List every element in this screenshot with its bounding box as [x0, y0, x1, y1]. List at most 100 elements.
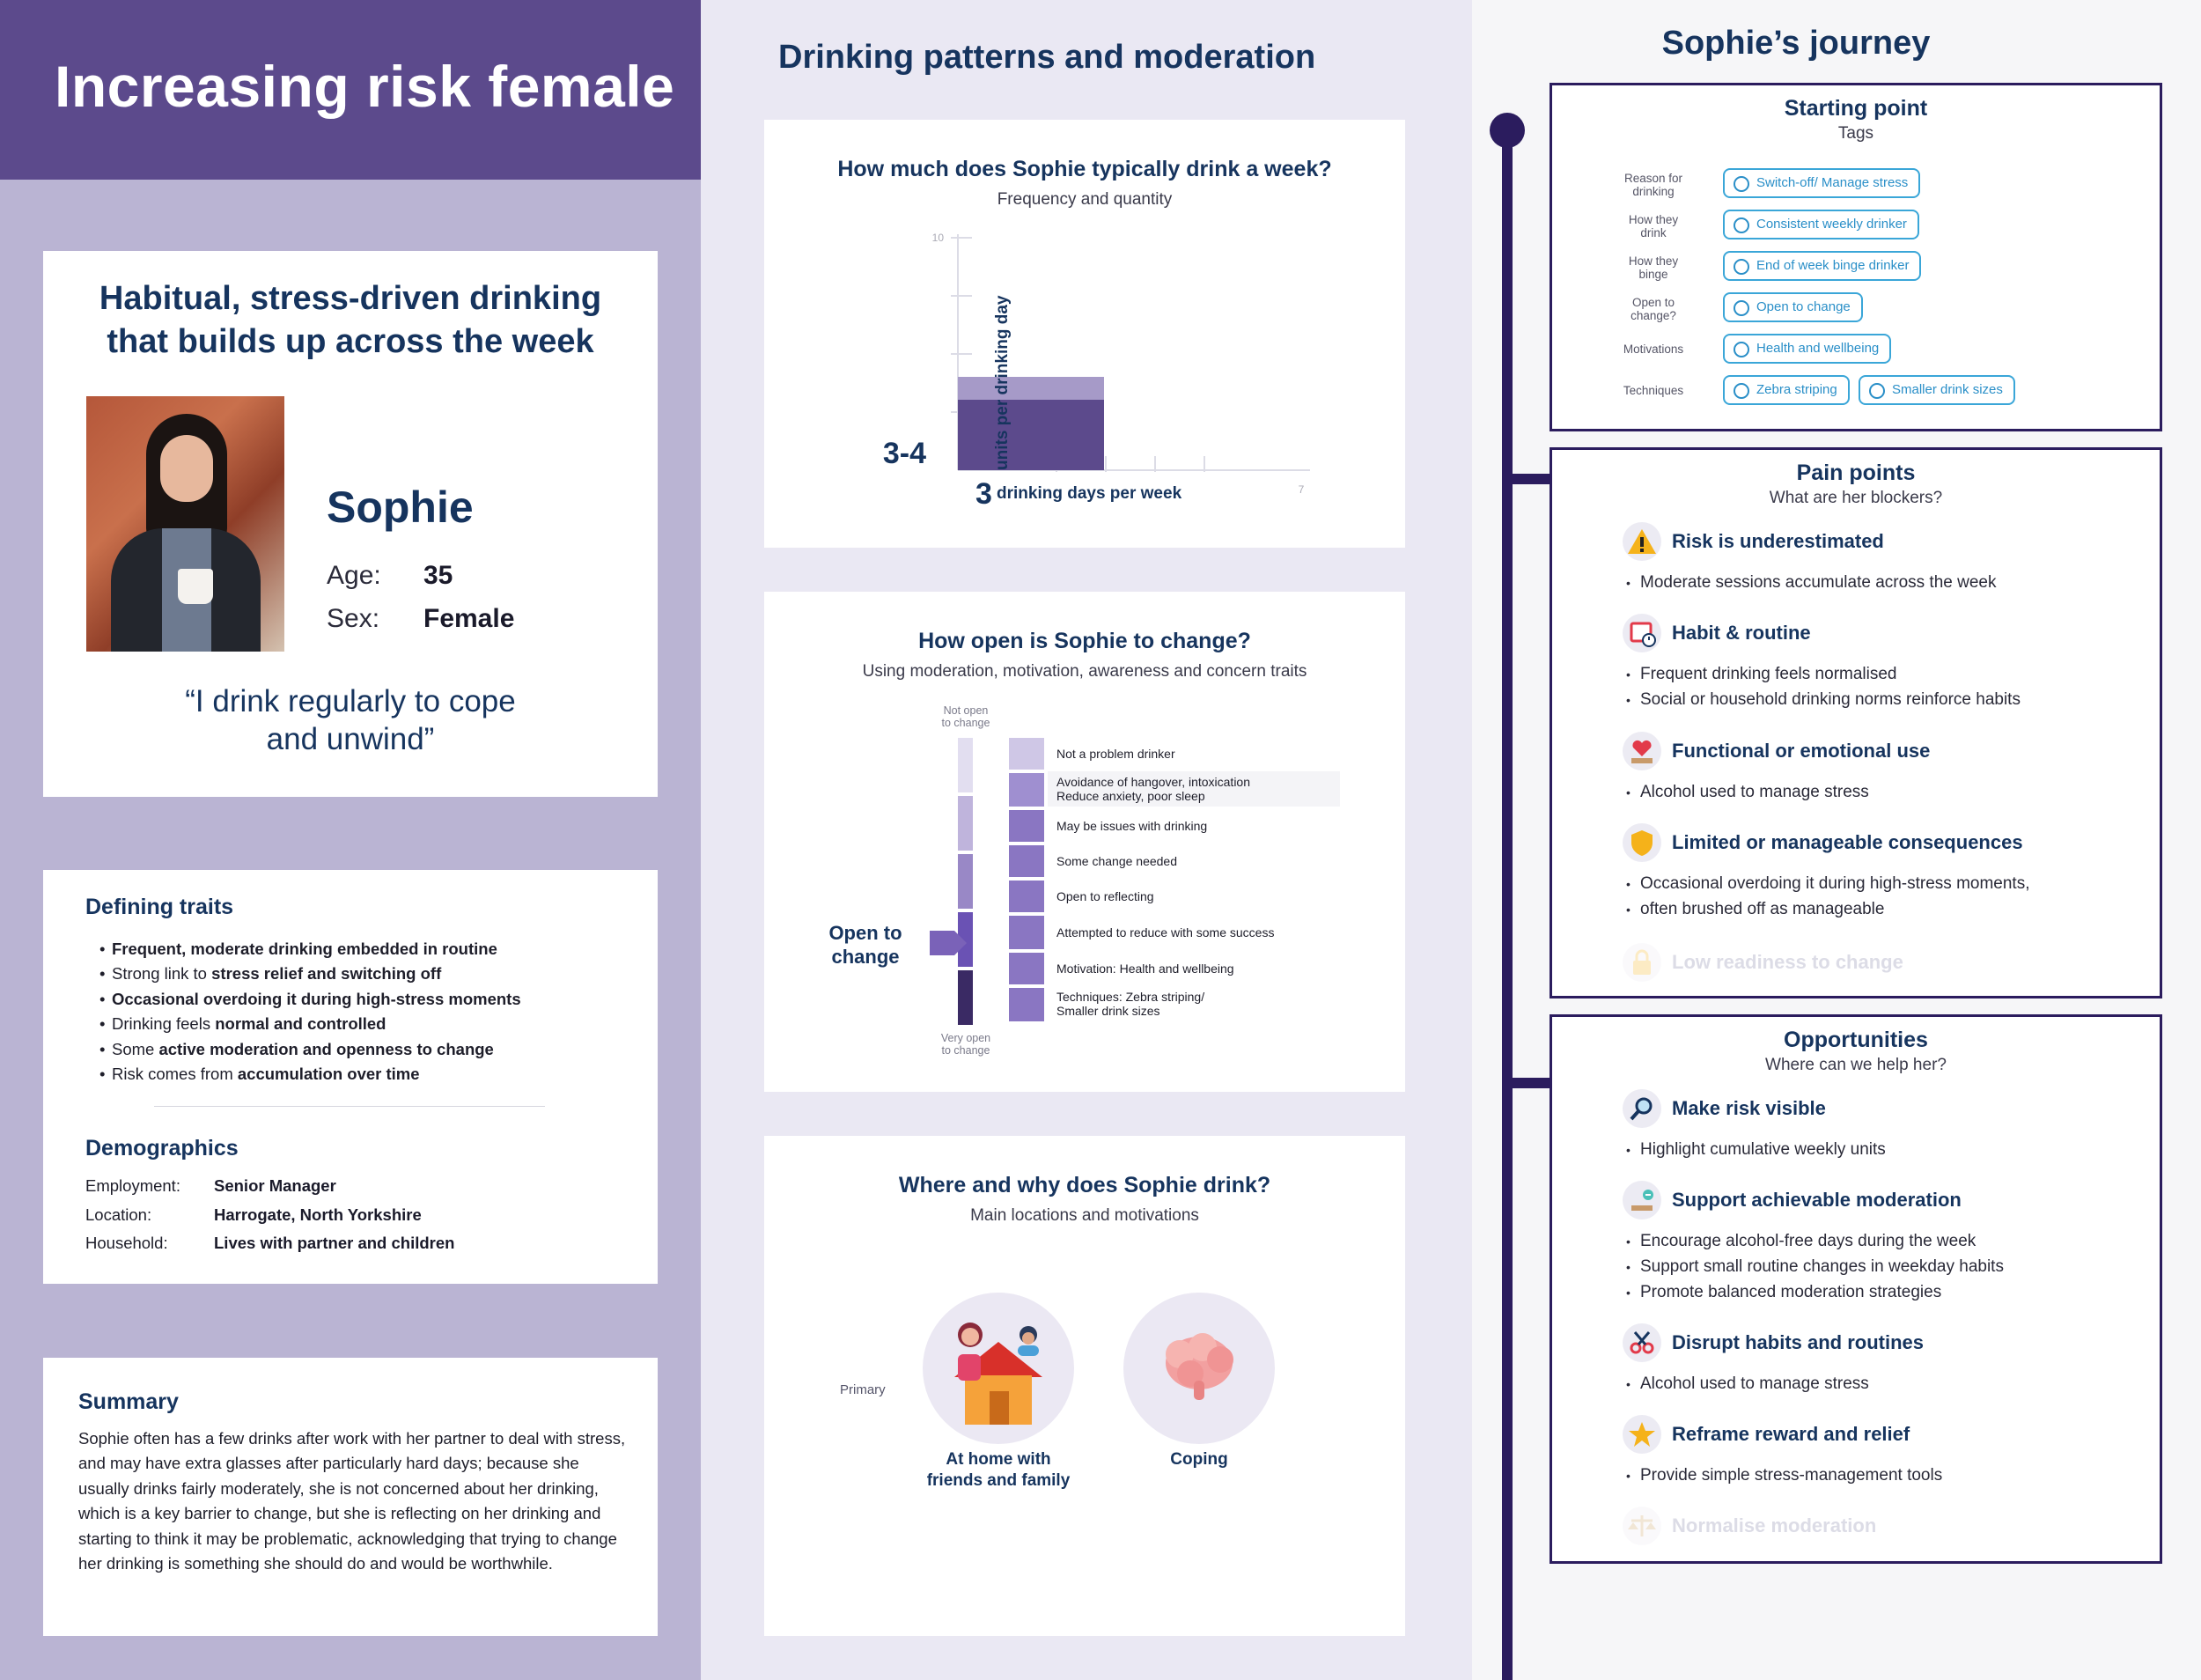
tag-pill: End of week binge drinker	[1723, 251, 1922, 281]
openness-title: How open is Sophie to change?	[918, 629, 1251, 653]
journey-column: Sophie’s journey Starting point Tags Rea…	[1472, 0, 2201, 1680]
demographic-label: Household:	[85, 1234, 168, 1252]
trait-item: Occasional overdoing it during high-stre…	[99, 990, 521, 1009]
level-label: Attempted to reduce with some success	[1056, 925, 1275, 939]
traits-title: Defining traits	[85, 895, 234, 919]
days-label: drinking days per week	[997, 484, 1182, 503]
pain-points-subtitle: What are her blockers?	[1769, 489, 1943, 507]
frequency-title: How much does Sophie typically drink a w…	[837, 157, 1332, 181]
opportunity-bullet: Promote balanced moderation strategies	[1626, 1280, 1941, 1306]
trait-item: Risk comes from accumulation over time	[99, 1065, 420, 1084]
scale-bottom-label: Very open to change	[940, 1032, 991, 1057]
home-family-icon	[954, 1323, 1042, 1425]
units-value: 3-4	[883, 437, 926, 470]
opportunities-subtitle: Where can we help her?	[1765, 1056, 1947, 1074]
demographic-value: Senior Manager	[214, 1176, 336, 1195]
opportunity-bullet: Provide simple stress-management tools	[1626, 1463, 1942, 1489]
level-label: Avoidance of hangover, intoxication Reduc…	[1056, 775, 1251, 803]
summary-title: Summary	[78, 1389, 179, 1414]
level-label: Motivation: Health and wellbeing	[1056, 962, 1234, 976]
pain-point-heading: Habit & routine	[1672, 622, 1811, 644]
primary-label: Primary	[840, 1382, 886, 1397]
scale-segment	[958, 912, 973, 967]
openness-marker-arrow	[930, 931, 967, 955]
pain-point-bullet: Alcohol used to manage stress	[1626, 780, 1869, 806]
heart-glass-icon	[1623, 732, 1661, 770]
warning-icon	[1623, 522, 1661, 561]
pain-point-heading: Functional or emotional use	[1672, 740, 1931, 762]
tag-pill: Smaller drink sizes	[1859, 375, 2015, 405]
level-highlight	[1048, 771, 1340, 807]
level-box	[1009, 881, 1044, 912]
level-box	[1009, 738, 1044, 770]
coping-motivation-label: Coping	[1170, 1450, 1228, 1469]
divider	[154, 1106, 545, 1107]
middle-title: Drinking patterns and moderation	[778, 39, 1316, 76]
scissors-icon	[1623, 1323, 1661, 1362]
summary-text: Sophie often has a few drinks after work…	[78, 1429, 626, 1573]
age-label: Age:	[327, 561, 381, 590]
home-location-label: At home with friends and family	[926, 1450, 1071, 1490]
y-axis-label: units per drinking day	[993, 295, 1012, 470]
tag-row-label: Motivations	[1623, 343, 1684, 356]
scale-segment	[958, 970, 973, 1025]
profile-card: Habitual, stress-driven drinking that bu…	[43, 251, 658, 797]
opportunities-title: Opportunities	[1784, 1028, 1928, 1052]
scale-segment	[958, 796, 973, 851]
profile-title-line: that builds up across the week	[107, 323, 594, 360]
frequency-subtitle: Frequency and quantity	[997, 190, 1173, 209]
frequency-card: How much does Sophie typically drink a w…	[764, 120, 1405, 548]
x-max-tick-label: 7	[1299, 483, 1305, 496]
where-card: Where and why does Sophie drink? Main lo…	[764, 1136, 1405, 1636]
demographics-title: Demographics	[85, 1136, 239, 1161]
tag-pill: Switch-off/ Manage stress	[1723, 168, 1921, 198]
tag-row-label: How they drink	[1628, 213, 1679, 239]
timeline-start-dot	[1490, 113, 1525, 148]
persona-header: Increasing risk female	[0, 0, 701, 180]
drinking-patterns-column: Drinking patterns and moderation How muc…	[701, 0, 1472, 1680]
trait-item: Some active moderation and openness to c…	[99, 1040, 494, 1059]
summary-card: Summary Sophie often has a few drinks af…	[43, 1358, 658, 1636]
journey-timeline	[1502, 130, 1513, 1680]
calendar-clock-icon	[1623, 614, 1661, 652]
tag-pill: Zebra striping	[1723, 375, 1850, 405]
tag-row-label: How they binge	[1628, 254, 1679, 281]
level-label: Techniques: Zebra striping/Smaller drink…	[1056, 990, 1205, 1018]
star-icon	[1623, 1415, 1661, 1454]
profile-title: Habitual, stress-driven drinking that bu…	[43, 277, 658, 364]
level-box	[1009, 988, 1044, 1021]
persona-header-title: Increasing risk female	[55, 54, 675, 119]
tag-pill: Consistent weekly drinker	[1723, 210, 1919, 239]
starting-point-box: Starting point Tags Reason for drinking S…	[1550, 83, 2162, 431]
tag-row-label: Techniques	[1623, 384, 1684, 397]
openness-marker-label: Open to change	[828, 922, 902, 968]
opportunity-bullet: Encourage alcohol-free days during the w…	[1626, 1229, 1976, 1255]
pain-point-bullet-continued: often brushed off as manageable	[1626, 897, 1884, 923]
demographic-label: Location:	[85, 1205, 152, 1224]
magnifier-icon	[1623, 1089, 1661, 1128]
level-box	[1009, 845, 1044, 877]
pain-point-bullet: Moderate sessions accumulate across the …	[1626, 571, 1997, 596]
pain-point-bullet: Frequent drinking feels normalised	[1626, 662, 1896, 688]
where-subtitle: Main locations and motivations	[970, 1206, 1199, 1225]
pain-points-box: Pain points What are her blockers? Risk …	[1550, 447, 2162, 998]
demographic-value: Lives with partner and children	[214, 1234, 455, 1252]
level-box	[1009, 810, 1044, 842]
trait-item: Strong link to stress relief and switchi…	[99, 964, 441, 984]
level-label: May be issues with drinking	[1056, 819, 1208, 833]
opportunity-heading: Make risk visible	[1672, 1097, 1826, 1119]
timeline-connector	[1507, 474, 1558, 484]
shield-icon	[1623, 823, 1661, 862]
units-base-bar	[958, 400, 1104, 470]
pain-point-bullet: Social or household drinking norms reinf…	[1626, 688, 2021, 713]
timeline-connector	[1507, 1078, 1558, 1088]
lock-icon	[1623, 943, 1661, 982]
tag-row-label: Reason for drinking	[1623, 172, 1683, 198]
quote-line: and unwind”	[266, 722, 435, 756]
journey-title: Sophie’s journey	[1661, 25, 1931, 62]
sex-label: Sex:	[327, 604, 380, 633]
starting-point-title: Starting point	[1784, 96, 1928, 121]
units-range-bar	[958, 377, 1104, 400]
sex-value: Female	[423, 604, 515, 633]
minus-glass-icon	[1623, 1181, 1661, 1219]
